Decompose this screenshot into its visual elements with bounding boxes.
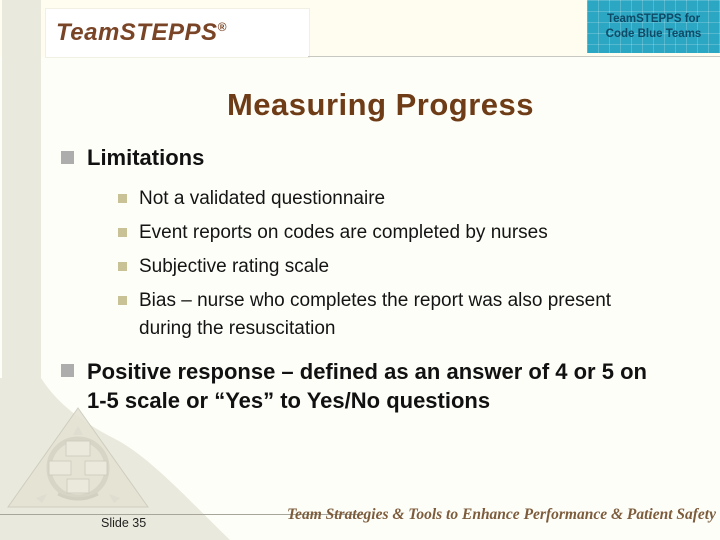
square-bullet-icon: [118, 228, 127, 237]
square-bullet-icon: [118, 262, 127, 271]
square-bullet-icon: [118, 194, 127, 203]
list-item: Event reports on codes are completed by …: [118, 219, 711, 247]
bullet-positive-response: Positive response – defined as an answer…: [61, 357, 711, 415]
bullet-positive-response-text: Positive response – defined as an answer…: [87, 359, 647, 413]
list-item: Bias – nurse who completes the report wa…: [118, 287, 711, 343]
bullet-limitations: Limitations: [61, 144, 711, 172]
square-bullet-icon: [61, 151, 74, 164]
teamstepps-logo: TeamSTEPPS®: [46, 19, 227, 47]
footer-tagline: Team Strategies & Tools to Enhance Perfo…: [287, 506, 716, 523]
list-item-text: Bias – nurse who completes the report wa…: [139, 290, 612, 339]
slide-number: Slide 35: [101, 516, 147, 530]
registered-trademark-symbol: ®: [217, 20, 227, 34]
header-divider-line: [308, 56, 720, 57]
bullet-limitations-label: Limitations: [87, 145, 205, 170]
list-item-text: Subjective rating scale: [139, 256, 330, 277]
teamstepps-logo-text: TeamSTEPPS: [56, 19, 218, 46]
list-item: Not a validated questionnaire: [118, 185, 711, 213]
list-item: Subjective rating scale: [118, 253, 711, 281]
slide-body: Limitations Not a validated questionnair…: [61, 144, 711, 428]
corner-tab-line2: Code Blue Teams: [605, 27, 702, 40]
square-bullet-icon: [61, 364, 74, 377]
corner-tab-code-blue-teams: TeamSTEPPS for Code Blue Teams: [587, 0, 720, 53]
slide-title: Measuring Progress: [226, 87, 535, 122]
square-bullet-icon: [118, 296, 127, 305]
teamstepps-triangle-logo-watermark: [7, 407, 149, 508]
list-item-text: Not a validated questionnaire: [139, 188, 386, 209]
corner-tab-line1: TeamSTEPPS for: [606, 12, 701, 25]
list-item-text: Event reports on codes are completed by …: [139, 222, 548, 243]
teamstepps-logo-box: TeamSTEPPS®: [45, 8, 310, 58]
footer-divider-line: [0, 514, 365, 515]
limitations-sub-list: Not a validated questionnaire Event repo…: [118, 185, 711, 343]
